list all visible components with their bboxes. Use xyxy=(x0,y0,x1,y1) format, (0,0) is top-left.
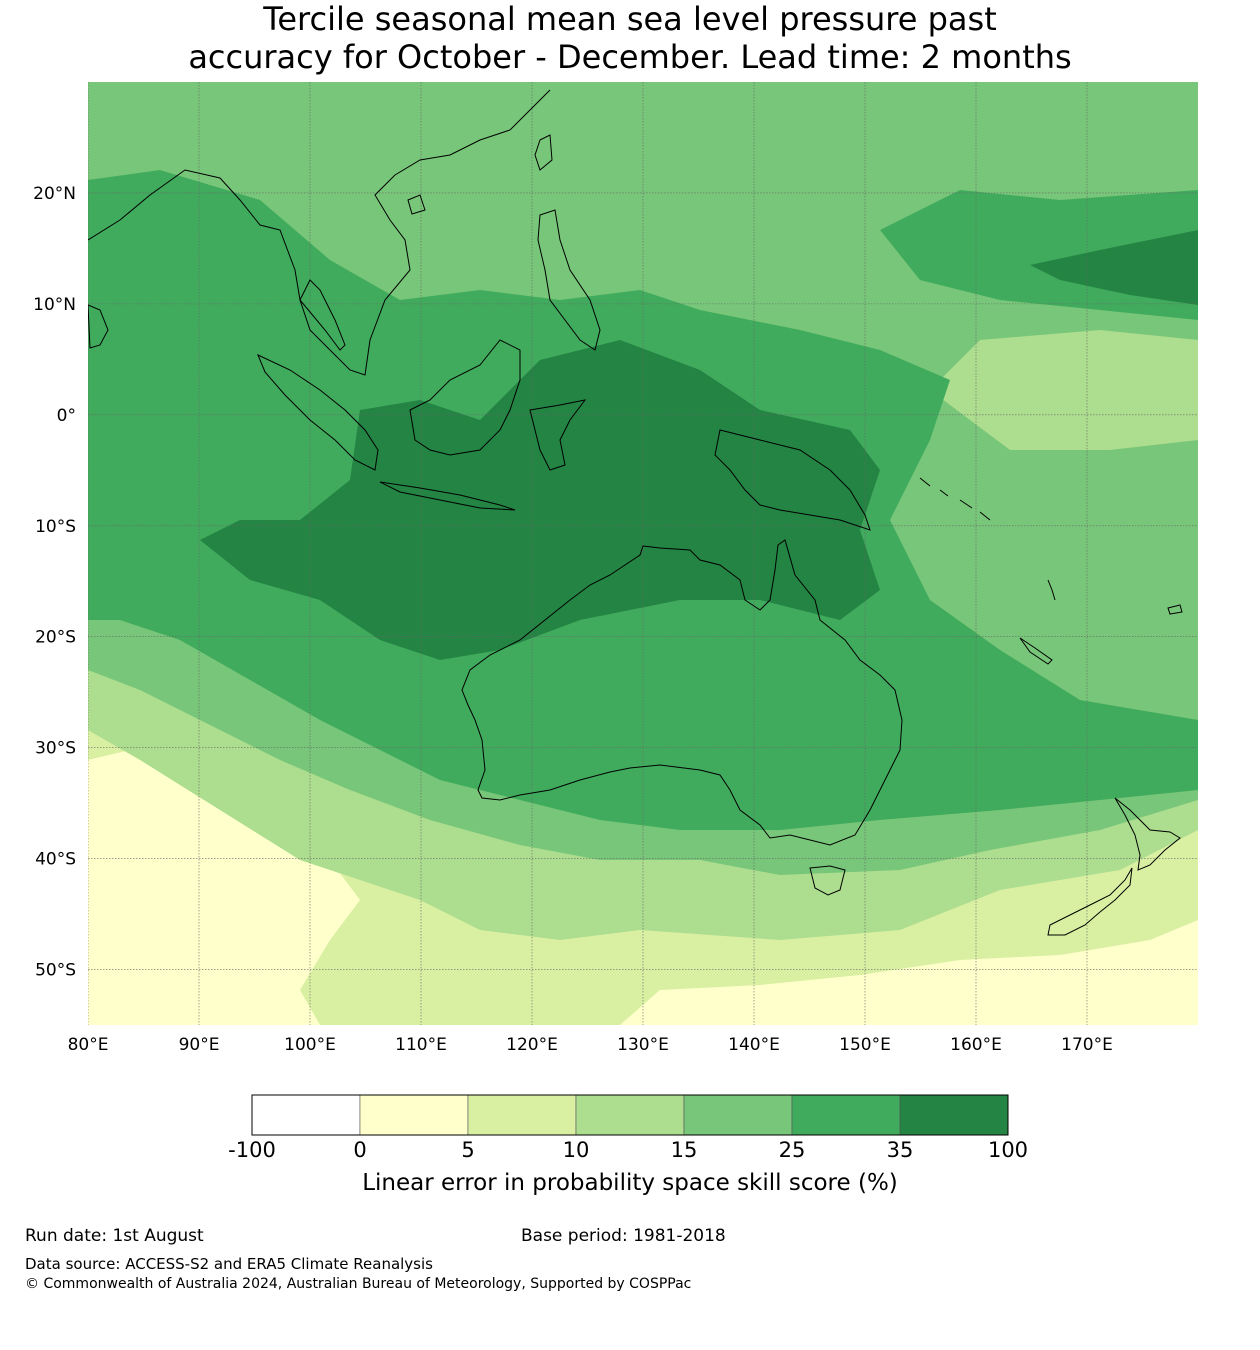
graticule xyxy=(88,82,1198,1025)
java-coastline xyxy=(379,481,516,511)
longitude-tick-label: 130°E xyxy=(617,1035,669,1055)
colorbar-tick-labels: -100 0 5 10 15 25 35 100 xyxy=(228,1138,1028,1162)
colorbar-cell xyxy=(251,1094,361,1136)
latitude-tick-label: 40°S xyxy=(35,850,76,870)
malay-peninsula-coastline xyxy=(299,279,346,351)
colorbar-cells xyxy=(251,1094,1009,1136)
title-line-2: accuracy for October - December. Lead ti… xyxy=(188,38,1072,76)
colorbar-tick-label: 100 xyxy=(988,1138,1028,1162)
latitude-labels: 20°N 10°N 0° 10°S 20°S 30°S 40°S 50°S xyxy=(33,184,76,981)
latitude-tick-label: 10°S xyxy=(35,517,76,537)
new-zealand-south-coastline xyxy=(1047,867,1133,936)
colorbar-tick-label: 35 xyxy=(887,1138,914,1162)
fiji-coastline xyxy=(1167,604,1183,615)
colorbar-tick-label: 10 xyxy=(563,1138,590,1162)
australia-coastline xyxy=(461,539,903,846)
colorbar-cell xyxy=(467,1094,577,1136)
title-line-1: Tercile seasonal mean sea level pressure… xyxy=(263,0,997,38)
latitude-tick-label: 20°N xyxy=(33,184,76,204)
longitude-tick-label: 80°E xyxy=(68,1035,109,1055)
hainan-coastline xyxy=(407,194,426,215)
solomon-islands-coastline xyxy=(919,477,991,521)
latitude-tick-label: 30°S xyxy=(35,739,76,759)
data-source: Data source: ACCESS-S2 and ERA5 Climate … xyxy=(25,1255,433,1273)
longitude-tick-label: 110°E xyxy=(395,1035,447,1055)
longitude-tick-label: 100°E xyxy=(284,1035,336,1055)
colorbar-cell xyxy=(899,1094,1009,1136)
colorbar-cell xyxy=(791,1094,901,1136)
taiwan-coastline xyxy=(534,134,553,171)
skill-region-0-5-south xyxy=(88,745,360,1025)
new-zealand-north-coastline xyxy=(1114,797,1181,871)
colorbar-cell xyxy=(359,1094,469,1136)
colorbar-cell xyxy=(683,1094,793,1136)
base-period: Base period: 1981-2018 xyxy=(521,1226,726,1246)
longitude-tick-label: 140°E xyxy=(728,1035,780,1055)
colorbar-tick-label: 15 xyxy=(671,1138,698,1162)
longitude-tick-label: 90°E xyxy=(179,1035,220,1055)
latitude-tick-label: 20°S xyxy=(35,628,76,648)
colorbar-tick-label: 25 xyxy=(779,1138,806,1162)
colorbar-title: Linear error in probability space skill … xyxy=(362,1170,898,1196)
skill-region-35-100 xyxy=(200,340,880,660)
mainland-asia-coastline xyxy=(88,89,551,376)
tasmania-coastline xyxy=(809,865,846,896)
latitude-tick-label: 50°S xyxy=(35,961,76,981)
sumatra-coastline xyxy=(257,354,379,471)
chart-title: Tercile seasonal mean sea level pressure… xyxy=(0,0,1260,76)
longitude-tick-label: 160°E xyxy=(950,1035,1002,1055)
vanuatu-coastline xyxy=(1047,579,1056,601)
coastlines xyxy=(88,89,1183,936)
longitude-tick-label: 120°E xyxy=(506,1035,558,1055)
sri-lanka-coastline xyxy=(88,304,109,349)
longitude-tick-label: 150°E xyxy=(839,1035,891,1055)
longitude-labels: 80°E 90°E 100°E 110°E 120°E 130°E 140°E 150°E 16… xyxy=(68,1035,1113,1055)
borneo-coastline xyxy=(409,339,521,456)
run-date: Run date: 1st August xyxy=(25,1226,204,1246)
latitude-tick-label: 0° xyxy=(57,406,76,426)
longitude-tick-label: 170°E xyxy=(1061,1035,1113,1055)
new-caledonia-coastline xyxy=(1019,637,1053,665)
new-guinea-coastline xyxy=(714,429,871,531)
sulawesi-coastline xyxy=(529,399,587,471)
colorbar-tick-label: 0 xyxy=(353,1138,366,1162)
colorbar-tick-label: 5 xyxy=(461,1138,474,1162)
colorbar-tick-label: -100 xyxy=(228,1138,276,1162)
philippines-coastline xyxy=(537,209,601,351)
colorbar-outline xyxy=(251,1094,1009,1136)
colorbar-cell xyxy=(575,1094,685,1136)
copyright: © Commonwealth of Australia 2024, Austra… xyxy=(25,1276,692,1292)
skill-region-0-5-southeast xyxy=(620,920,1198,1025)
latitude-tick-label: 10°N xyxy=(33,295,76,315)
skill-region-35-100-northeast xyxy=(1030,230,1198,305)
colorbar: -100 0 5 10 15 25 35 100 Linear error in probab… xyxy=(228,1094,1028,1196)
map-plot-area xyxy=(88,82,1198,1025)
